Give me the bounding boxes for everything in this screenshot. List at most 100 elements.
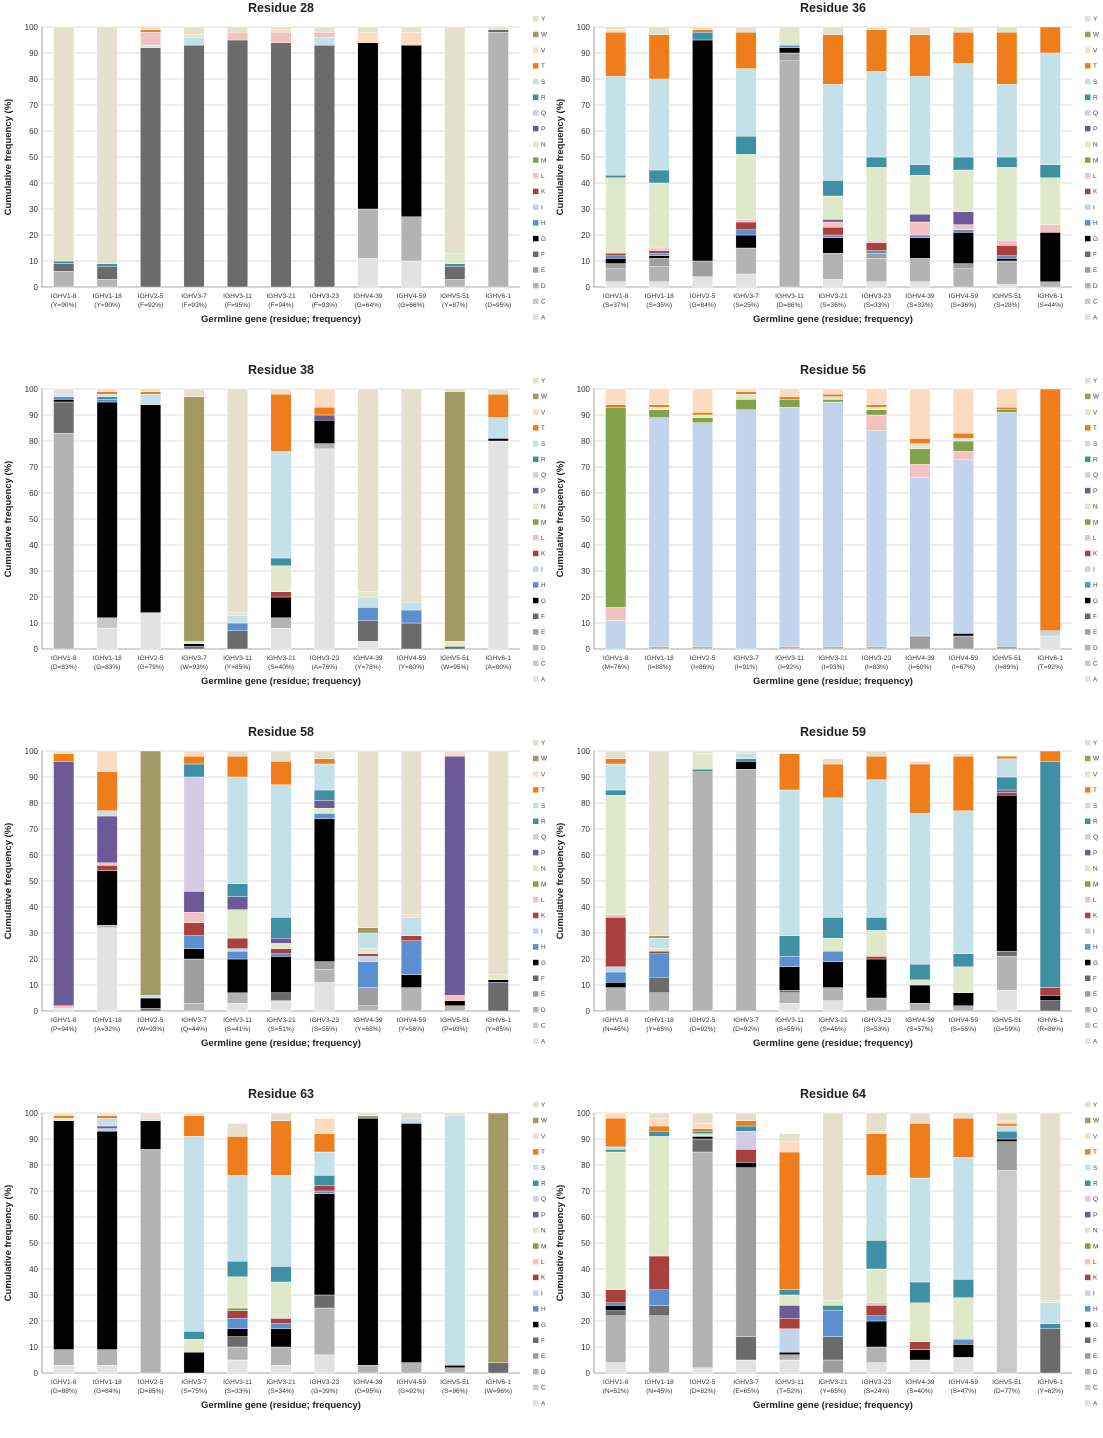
legend-swatch-A <box>1085 1038 1091 1044</box>
legend-label-Q: Q <box>1093 1196 1098 1203</box>
bar-segment-D <box>735 769 757 1012</box>
bar-segment-Y <box>227 26 248 33</box>
bar-segment-T <box>314 407 335 416</box>
bar-segment-D <box>53 1349 75 1366</box>
x-category-sublabel: (I=93%) <box>821 664 844 671</box>
bar-segment-F <box>227 39 248 288</box>
x-category-label: IGHV2-5 <box>690 1379 716 1386</box>
bar-segment-D <box>227 992 248 1004</box>
legend-label-I: I <box>541 566 543 573</box>
bar-segment-R <box>822 917 844 939</box>
bar-segment-D <box>648 646 670 650</box>
bar-segment-Y <box>605 750 627 760</box>
bar-segment-R <box>692 1131 714 1135</box>
x-category-label: IGHV3-7 <box>181 293 207 300</box>
x-category-sublabel: (D=77%) <box>994 1388 1020 1395</box>
x-category-sublabel: (S=75%) <box>181 1388 207 1395</box>
y-tick-label: 0 <box>34 1007 39 1016</box>
bar-segment-T <box>1039 750 1061 762</box>
legend-swatch-Y <box>1085 1102 1091 1108</box>
y-axis-label: Cumulative frequency (%) <box>555 823 566 940</box>
bar-segment-R <box>822 1305 844 1311</box>
x-category-label: IGHV6-1 <box>1037 655 1063 662</box>
chart-svg: Residue 64 0 10 20 30 40 50 60 70 80 90 100 Cumulati… <box>555 1087 1100 1411</box>
legend-swatch-I <box>533 566 539 572</box>
bar-segment-A <box>779 1359 800 1374</box>
legend-swatch-V <box>1085 47 1091 53</box>
bar-segment-G <box>270 1328 292 1348</box>
bar-segment-S <box>605 1146 627 1150</box>
bar-segment-R <box>866 156 887 168</box>
bar-segment-T <box>96 771 118 811</box>
bar-segment-K <box>605 252 627 256</box>
bar-segment-F <box>605 1310 627 1317</box>
y-tick-label: 40 <box>581 903 590 912</box>
legend-swatch-Q <box>1085 834 1091 840</box>
bar-segment-R <box>909 1281 931 1303</box>
bar-segment-C <box>996 1169 1018 1374</box>
bar-segment-E <box>314 961 335 970</box>
legend-label-S: S <box>541 79 545 86</box>
legend-swatch-V <box>533 409 539 415</box>
x-category-label: IGHV1-8 <box>51 1379 77 1386</box>
x-category-sublabel: (W=93%) <box>137 1026 165 1033</box>
bar-segment-V <box>444 750 466 757</box>
x-category-sublabel: (S=51%) <box>268 1026 294 1033</box>
legend-label-A: A <box>541 676 546 683</box>
bar-segment-A <box>314 448 335 650</box>
legend-label-F: F <box>1093 252 1097 259</box>
bar-segment-N <box>357 591 379 598</box>
bar-segment-K <box>270 591 292 598</box>
bar-segment-M <box>779 399 800 408</box>
bar-segment-D <box>357 1005 379 1012</box>
x-axis-label: Germline gene (residue; frequency) <box>201 314 361 325</box>
x-category-label: IGHV4-39 <box>905 655 935 662</box>
bar-segment-S <box>866 1175 887 1241</box>
legend-swatch-H <box>533 582 539 588</box>
bar-segment-E <box>605 263 627 270</box>
bar-segment-Y <box>487 750 509 975</box>
x-category-sublabel: (S=53%) <box>864 1026 890 1033</box>
bar-segment-I <box>227 948 248 952</box>
bar-segment-Y <box>227 1123 248 1137</box>
bar-segment-M <box>866 409 887 416</box>
bar-segment-D <box>779 646 800 650</box>
bar-segment-D <box>952 268 974 288</box>
bar-segment-L <box>270 32 292 43</box>
x-category-label: IGHV4-59 <box>397 293 427 300</box>
legend-label-W: W <box>1093 394 1100 401</box>
bar-segment-R <box>952 1279 974 1298</box>
bar-segment-A <box>779 1003 800 1012</box>
legend-label-Q: Q <box>1093 472 1098 479</box>
bar-segment-G <box>735 234 757 249</box>
bar-segment-N <box>1039 1299 1061 1303</box>
y-tick-label: 100 <box>577 1109 591 1118</box>
x-category-sublabel: (D=92%) <box>733 1026 759 1033</box>
bar-segment-D <box>779 1354 800 1361</box>
legend-label-K: K <box>1093 1275 1098 1282</box>
legend-label-L: L <box>1093 535 1097 542</box>
bar-segment-N <box>692 1133 714 1137</box>
bar-segment-Y <box>270 750 292 762</box>
chart-svg: Residue 36 0 10 20 30 40 50 60 70 80 90 100 Cumulati… <box>555 1 1100 325</box>
bar-segment-V <box>866 388 887 405</box>
bar-segment-G <box>909 1349 931 1361</box>
legend-swatch-L <box>1085 173 1091 179</box>
legend-label-E: E <box>541 629 545 636</box>
x-category-label: IGHV1-18 <box>93 655 123 662</box>
legend-swatch-D <box>533 644 539 651</box>
bar-segment-F <box>96 266 118 280</box>
bar-segment-Y <box>1039 1112 1061 1301</box>
bar-segment-S <box>140 1118 162 1122</box>
chart-title: Residue 64 <box>800 1087 866 1101</box>
legend-label-W: W <box>541 32 548 39</box>
bar-segment-Y <box>314 26 335 33</box>
x-category-label: IGHV3-21 <box>266 293 296 300</box>
bar-segment-G <box>692 39 714 262</box>
legend-swatch-G <box>1085 1321 1091 1328</box>
bar-segment-N <box>605 177 627 254</box>
legend-swatch-A <box>533 1038 539 1044</box>
bar-segment-H <box>909 234 931 238</box>
y-tick-label: 40 <box>29 179 38 188</box>
bar-segment-G <box>227 958 248 993</box>
